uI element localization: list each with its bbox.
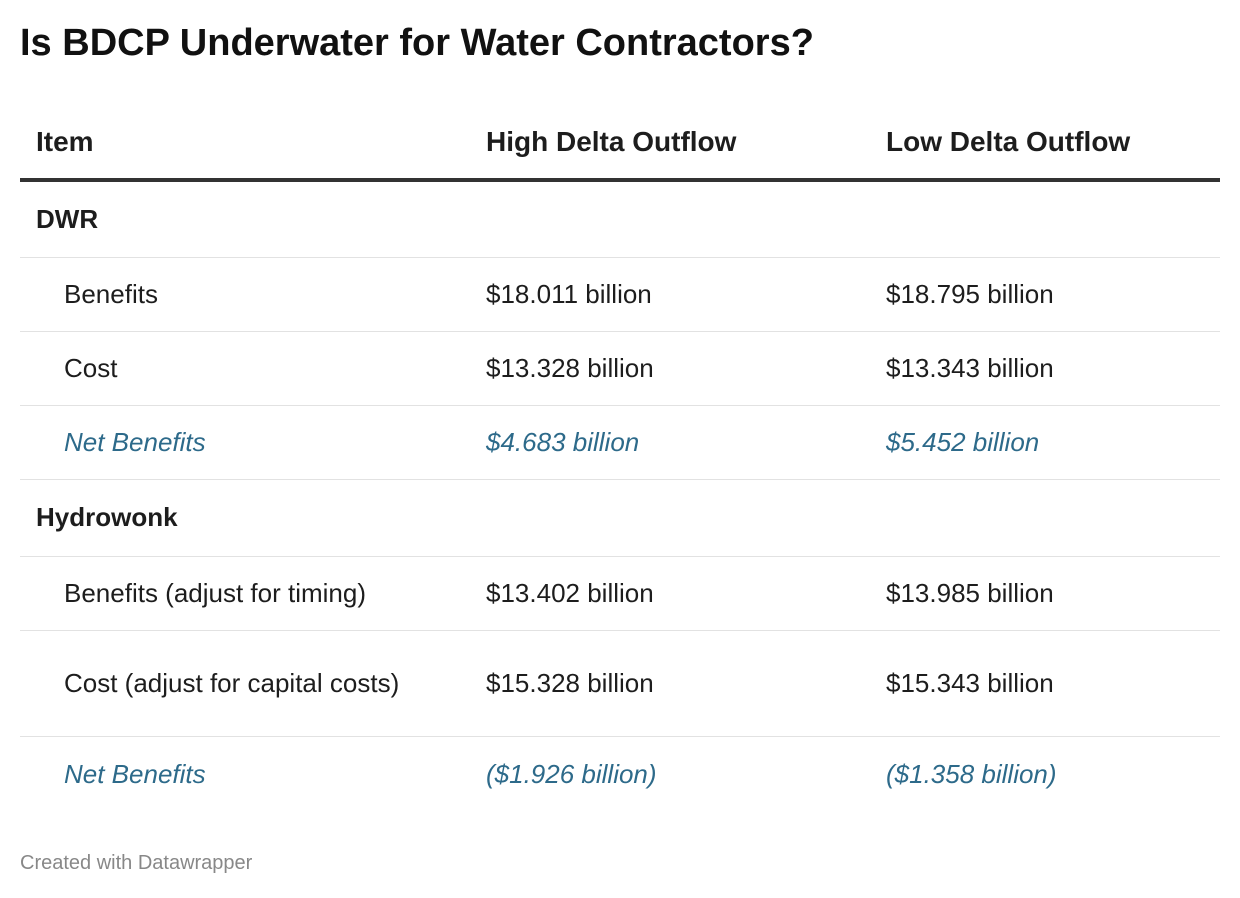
data-table: Item High Delta Outflow Low Delta Outflo… (20, 106, 1220, 812)
group-row-dwr: DWR (20, 180, 1220, 258)
group-label: Hydrowonk (20, 479, 1220, 557)
table-row-net-benefits: Net Benefits $4.683 billion $5.452 billi… (20, 405, 1220, 480)
cell-low: ($1.358 billion) (886, 758, 1057, 789)
column-header-high-delta-outflow[interactable]: High Delta Outflow (470, 106, 870, 182)
cell-high: $4.683 billion (470, 405, 870, 480)
group-label: DWR (20, 180, 1220, 258)
row-label: Cost (20, 331, 470, 406)
cell-low: $15.343 billion (870, 630, 1220, 737)
cell-low: $13.343 billion (870, 331, 1220, 406)
cell-low: $13.985 billion (870, 556, 1220, 631)
chart-container: Is BDCP Underwater for Water Contractors… (20, 0, 1220, 898)
cell-high: $18.011 billion (470, 257, 870, 332)
cell-low: $5.452 billion (870, 405, 1220, 480)
row-label: Benefits (20, 257, 470, 332)
table-row: Benefits $18.011 billion $18.795 billion (20, 257, 1220, 332)
cell-high: $13.402 billion (470, 556, 870, 631)
credit-footer: Created with Datawrapper (20, 852, 253, 874)
table-row: Cost (adjust for capital costs) $15.328 … (20, 630, 1220, 737)
row-label: Cost (adjust for capital costs) (20, 630, 470, 737)
cell-high: ($1.926 billion) (486, 758, 657, 789)
cell-low: $18.795 billion (870, 257, 1220, 332)
table-row: Benefits (adjust for timing) $13.402 bil… (20, 556, 1220, 631)
header-row: Item High Delta Outflow Low Delta Outflo… (20, 106, 1220, 182)
row-label: Benefits (adjust for timing) (20, 556, 470, 631)
cell-high: $15.328 billion (470, 630, 870, 737)
cell-high: $13.328 billion (470, 331, 870, 406)
table-row-net-benefits: Net Benefits ($1.926 billion) ($1.358 bi… (20, 736, 1220, 812)
row-label: Net Benefits (20, 405, 470, 480)
chart-title: Is BDCP Underwater for Water Contractors… (20, 22, 814, 64)
column-header-low-delta-outflow[interactable]: Low Delta Outflow (870, 106, 1220, 182)
row-label: Net Benefits (64, 758, 206, 789)
group-row-hydrowonk: Hydrowonk (20, 479, 1220, 557)
table-row: Cost $13.328 billion $13.343 billion (20, 331, 1220, 406)
column-header-item[interactable]: Item (20, 106, 470, 182)
